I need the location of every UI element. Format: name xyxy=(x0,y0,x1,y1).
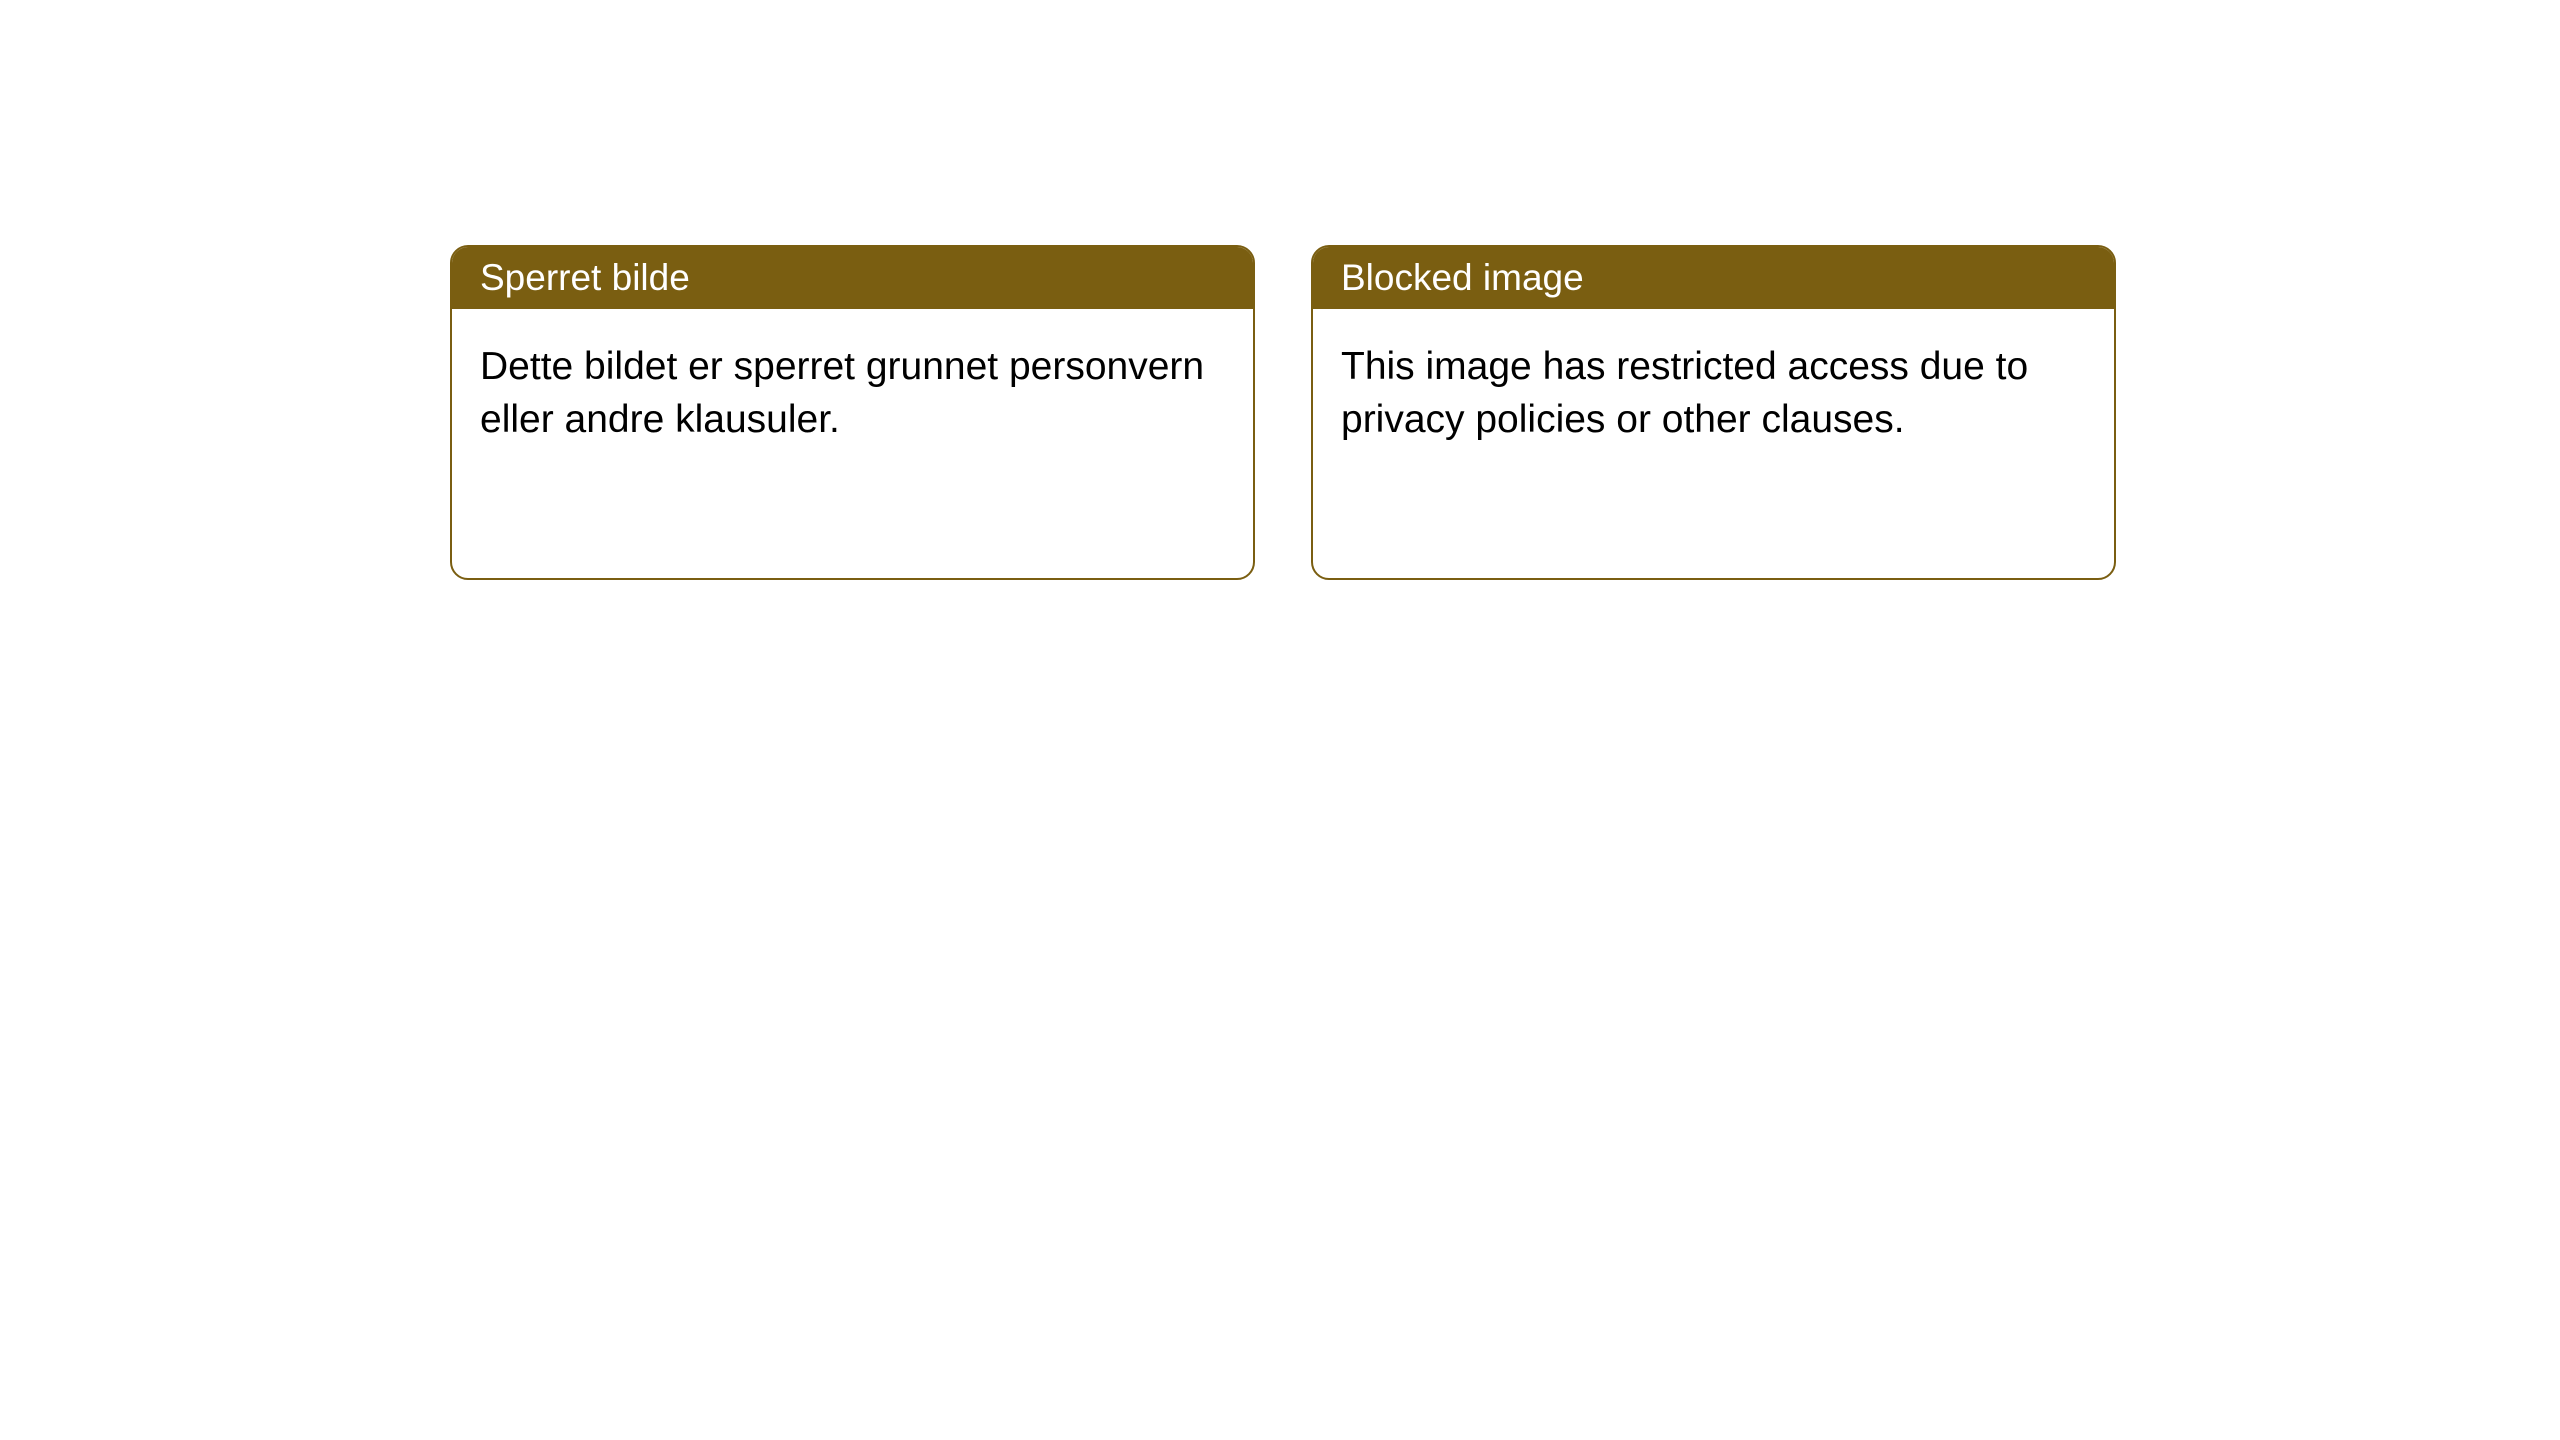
notice-container: Sperret bilde Dette bildet er sperret gr… xyxy=(450,245,2116,580)
notice-card-no: Sperret bilde Dette bildet er sperret gr… xyxy=(450,245,1255,580)
notice-card-en: Blocked image This image has restricted … xyxy=(1311,245,2116,580)
notice-title-en: Blocked image xyxy=(1313,247,2114,309)
notice-body-en: This image has restricted access due to … xyxy=(1313,309,2114,478)
notice-body-no: Dette bildet er sperret grunnet personve… xyxy=(452,309,1253,478)
notice-title-no: Sperret bilde xyxy=(452,247,1253,309)
